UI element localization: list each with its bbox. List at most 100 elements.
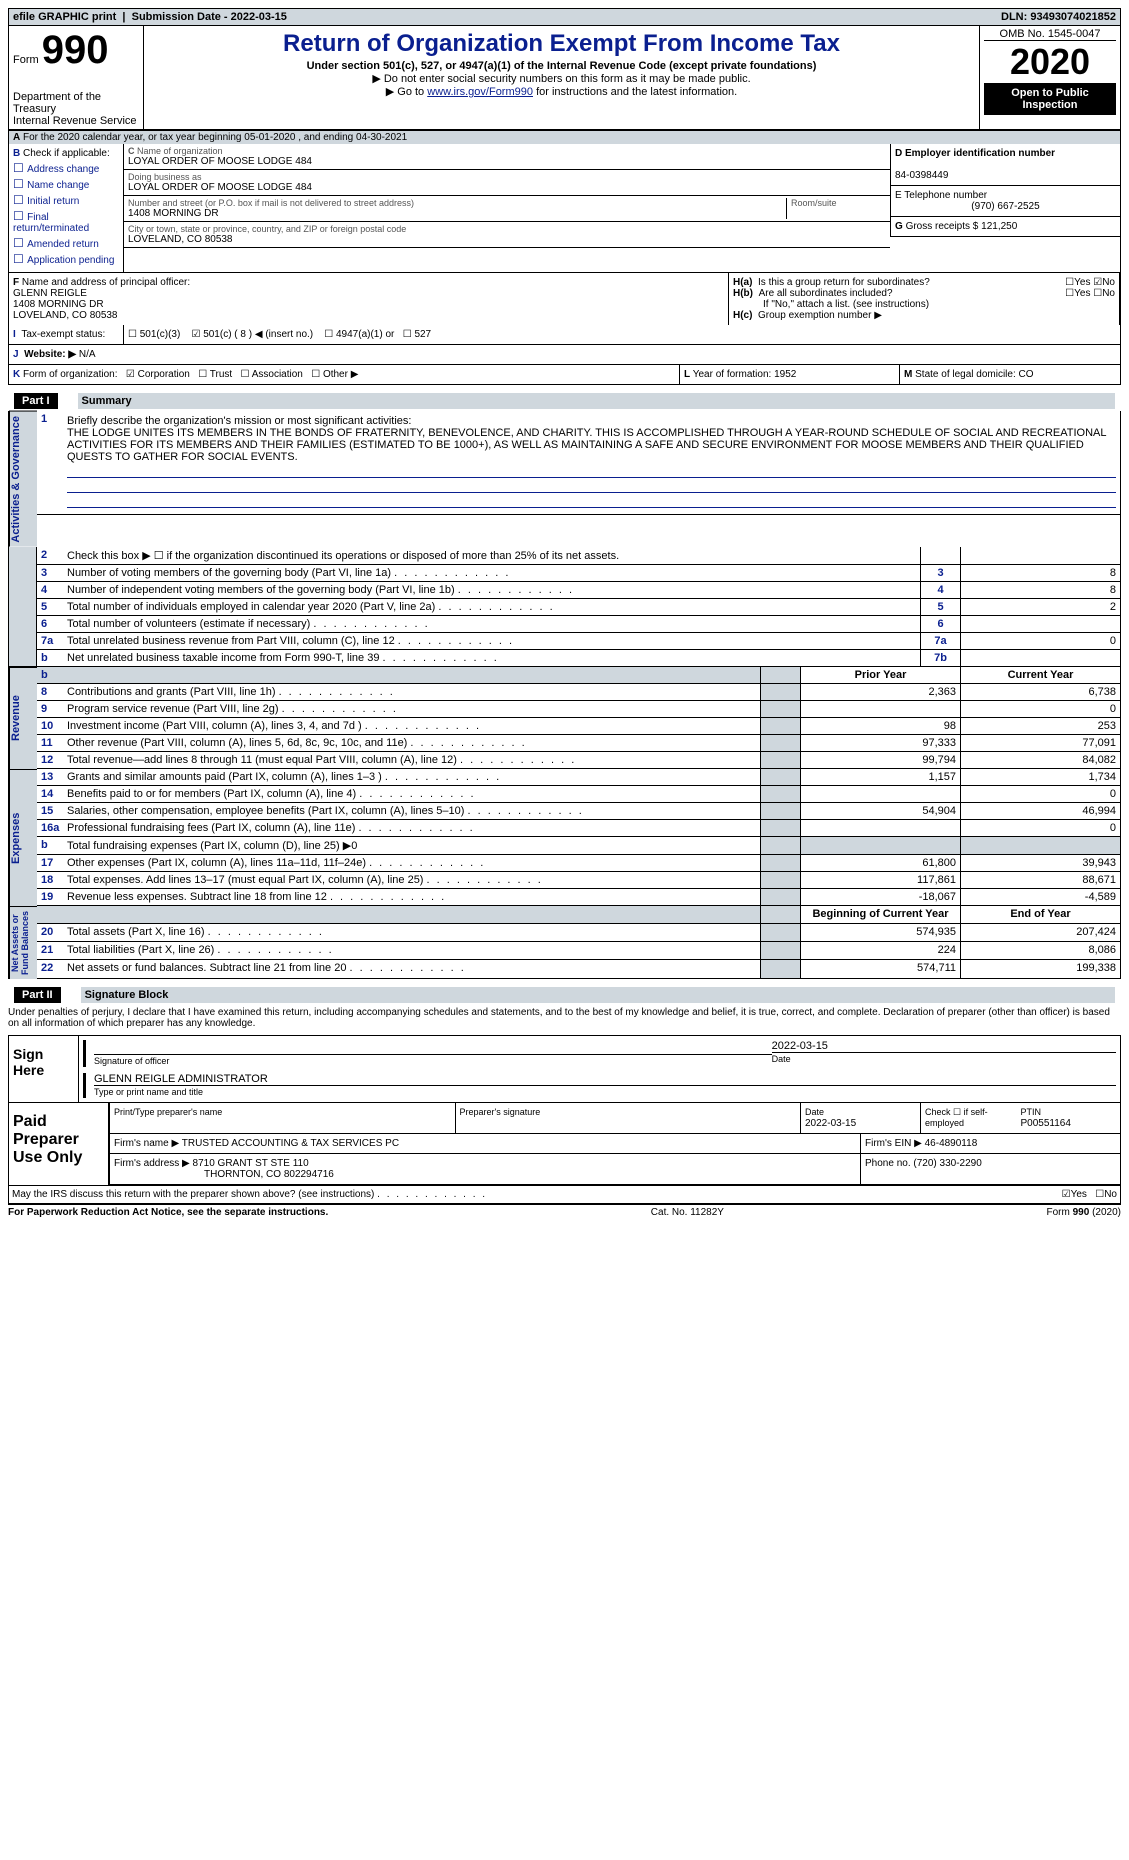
yearform-value: 1952 [774, 369, 796, 380]
officer-label: Name and address of principal officer: [22, 277, 190, 288]
form-word: Form [13, 54, 39, 66]
chk-final[interactable]: Final return/terminated [13, 209, 119, 234]
officer-name: GLENN REIGLE [13, 288, 87, 299]
prep-date: 2022-03-15 [805, 1118, 856, 1129]
pra-notice: For Paperwork Reduction Act Notice, see … [8, 1207, 328, 1218]
ein-value: 84-0398449 [895, 170, 948, 181]
dln-label: DLN: [1001, 11, 1030, 23]
hb-no[interactable]: No [1102, 288, 1115, 299]
part2-label: Part II [14, 987, 61, 1003]
opt-527[interactable]: 527 [414, 329, 431, 340]
gross-label: Gross receipts $ [906, 221, 979, 232]
hb-yes[interactable]: Yes [1074, 288, 1090, 299]
officer-addr: 1408 MORNING DR [13, 299, 104, 310]
ptin-label: PTIN [1021, 1107, 1042, 1117]
opt-4947[interactable]: 4947(a)(1) or [336, 329, 394, 340]
topbar: efile GRAPHIC print | Submission Date - … [8, 8, 1121, 26]
dba-label: Doing business as [128, 172, 886, 182]
opt-other[interactable]: Other ▶ [323, 369, 358, 380]
sig-officer-label: Signature of officer [94, 1056, 169, 1066]
ein-label: Employer identification number [905, 148, 1055, 159]
sig-date-value: 2022-03-15 [772, 1040, 1116, 1052]
part1-label: Part I [14, 393, 58, 409]
opt-assoc[interactable]: Association [252, 369, 303, 380]
opt-trust[interactable]: Trust [210, 369, 232, 380]
website-value: N/A [79, 349, 96, 360]
statedom-label: State of legal domicile: [915, 369, 1016, 380]
dba-value: LOYAL ORDER OF MOOSE LODGE 484 [128, 182, 886, 193]
hc-text: Group exemption number ▶ [758, 310, 882, 321]
col-end: End of Year [960, 906, 1120, 924]
opt-501c3[interactable]: 501(c)(3) [140, 329, 181, 340]
sidebar-activities: Activities & Governance [9, 411, 37, 547]
prep-selfemp[interactable]: Check ☐ if self-employed [925, 1107, 1021, 1129]
ha-text: Is this a group return for subordinates? [758, 277, 930, 288]
chk-namechange[interactable]: Name change [13, 177, 119, 191]
mission-text: THE LODGE UNITES ITS MEMBERS IN THE BOND… [67, 427, 1106, 463]
col-beginning: Beginning of Current Year [800, 906, 960, 924]
sidebar-expenses: Expenses [9, 769, 37, 906]
tax-year: 2020 [984, 41, 1116, 83]
statedom-value: CO [1019, 369, 1034, 380]
taxexempt-label: Tax-exempt status: [21, 329, 105, 340]
firmphone-value: (720) 330-2290 [913, 1158, 981, 1169]
city-label: City or town, state or province, country… [128, 224, 886, 234]
gross-value: 121,250 [981, 221, 1017, 232]
form-990: 990 [42, 28, 109, 72]
ha-no[interactable]: No [1102, 277, 1115, 288]
subtitle-1: Under section 501(c), 527, or 4947(a)(1)… [307, 60, 817, 72]
website-label: Website: ▶ [24, 349, 76, 360]
firmein-label: Firm's EIN ▶ [865, 1138, 922, 1149]
discuss-yes[interactable]: Yes [1071, 1189, 1087, 1200]
paid-preparer-label: Paid Preparer Use Only [9, 1103, 109, 1185]
col-current-year: Current Year [960, 667, 1120, 684]
prep-sig-label: Preparer's signature [460, 1107, 541, 1117]
dept-treasury: Department of the Treasury Internal Reve… [13, 91, 139, 127]
sig-name: GLENN REIGLE ADMINISTRATOR [94, 1073, 1116, 1085]
col-prior-year: Prior Year [800, 667, 960, 684]
line1-num: 1 [37, 411, 63, 515]
city-value: LOVELAND, CO 80538 [128, 234, 886, 245]
street-addr: 1408 MORNING DR [128, 208, 786, 219]
chk-pending[interactable]: Application pending [13, 252, 119, 266]
hb-text: Are all subordinates included? [759, 288, 893, 299]
goto-prefix: ▶ Go to [386, 86, 427, 98]
ha-yes[interactable]: Yes [1074, 277, 1090, 288]
taxexempt-options: ☐ 501(c)(3) ☑ 501(c) ( 8 ) ◀ (insert no.… [124, 325, 730, 344]
room-label: Room/suite [791, 198, 886, 208]
firmaddr-value: 8710 GRANT ST STE 110 [193, 1158, 309, 1169]
phone-label: Telephone number [904, 190, 987, 201]
section-a-text: For the 2020 calendar year, or tax year … [23, 132, 407, 143]
penalties-text: Under penalties of perjury, I declare th… [8, 1005, 1121, 1031]
addr-label: Number and street (or P.O. box if mail i… [128, 198, 786, 208]
firmcity-value: THORNTON, CO 802294716 [204, 1169, 334, 1180]
subdate-value: 2022-03-15 [231, 11, 287, 23]
c-name-label: Name of organization [137, 146, 223, 156]
cat-no: Cat. No. 11282Y [651, 1207, 724, 1218]
h-note: If "No," attach a list. (see instruction… [763, 299, 929, 310]
discuss-text: May the IRS discuss this return with the… [12, 1189, 374, 1200]
chk-address[interactable]: Address change [13, 161, 119, 175]
form-box: Form 990 Department of the Treasury Inte… [9, 26, 144, 129]
firmaddr-label: Firm's address ▶ [114, 1158, 190, 1169]
officer-city: LOVELAND, CO 80538 [13, 310, 118, 321]
mission-label: Briefly describe the organization's miss… [67, 415, 411, 427]
sidebar-revenue: Revenue [9, 667, 37, 769]
sidebar-netassets: Net Assets or Fund Balances [9, 906, 37, 979]
firmname-label: Firm's name ▶ [114, 1138, 179, 1149]
chk-initial[interactable]: Initial return [13, 193, 119, 207]
irs-link[interactable]: www.irs.gov/Form990 [427, 86, 533, 98]
b-label: Check if applicable: [23, 148, 110, 159]
chk-amended[interactable]: Amended return [13, 236, 119, 250]
dln-value: 93493074021852 [1030, 11, 1116, 23]
opt-501c[interactable]: 501(c) ( 8 ) ◀ (insert no.) [203, 329, 313, 340]
prep-print-label: Print/Type preparer's name [114, 1107, 222, 1117]
title-box: Return of Organization Exempt From Incom… [144, 26, 980, 129]
goto-suffix: for instructions and the latest informat… [536, 86, 737, 98]
phone-value: (970) 667-2525 [895, 201, 1116, 212]
year-box: OMB No. 1545-0047 2020 Open to Public In… [980, 26, 1120, 129]
firmname-value: TRUSTED ACCOUNTING & TAX SERVICES PC [182, 1138, 399, 1149]
discuss-no[interactable]: No [1104, 1189, 1117, 1200]
opt-corp[interactable]: Corporation [138, 369, 190, 380]
sig-date-label: Date [772, 1054, 791, 1064]
